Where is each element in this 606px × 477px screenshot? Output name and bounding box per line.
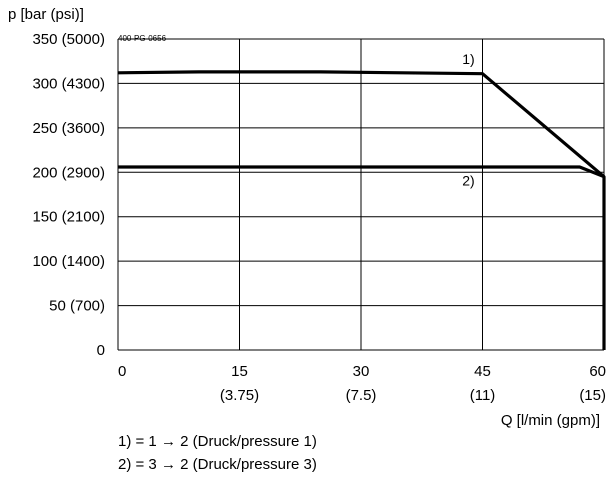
x-tick-sublabel: (11) — [470, 387, 496, 404]
x-tick-label: 60 — [589, 363, 606, 380]
x-tick-sublabel: (15) — [579, 387, 606, 404]
y-tick-label: 200 (2900) — [32, 164, 105, 181]
series-annotation: 2) — [462, 173, 474, 189]
series-line-2 — [118, 165, 606, 350]
x-tick-label: 45 — [474, 363, 491, 380]
y-tick-labels: 0 50 (700) 100 (1400) 150 (2100) 200 (2900) 2… — [32, 31, 105, 359]
series-group — [117, 70, 606, 350]
x-tick-sublabel: (3.75) — [220, 387, 259, 404]
y-tick-label: 100 (1400) — [32, 253, 105, 270]
x-tick-label: 0 — [118, 363, 126, 380]
grid — [117, 38, 605, 351]
x-tick-label: 30 — [353, 363, 370, 380]
y-tick-label: 150 (2100) — [32, 209, 105, 226]
note-2: 2) = 3 → 2 (Druck/pressure 3) — [118, 456, 317, 473]
x-axis-label: Q [l/min (gpm)] — [501, 412, 600, 429]
y-tick-label: 250 (3600) — [32, 120, 105, 137]
annotations: 1) 2) — [462, 51, 474, 189]
y-tick-label: 350 (5000) — [32, 31, 105, 48]
y-axis-label: p [bar (psi)] — [8, 6, 84, 23]
x-tick-labels: 0 15 (3.75) 30 (7.5) 45 (11) 60 (15) — [118, 363, 606, 404]
y-tick-label: 50 (700) — [49, 298, 105, 315]
y-tick-label: 300 (4300) — [32, 75, 105, 92]
series-annotation: 1) — [462, 51, 474, 67]
x-tick-sublabel: (7.5) — [346, 387, 377, 404]
y-tick-label: 0 — [97, 342, 105, 359]
x-tick-label: 15 — [231, 363, 248, 380]
note-1: 1) = 1 → 2 (Druck/pressure 1) — [118, 433, 317, 450]
series-line-1 — [117, 70, 606, 178]
